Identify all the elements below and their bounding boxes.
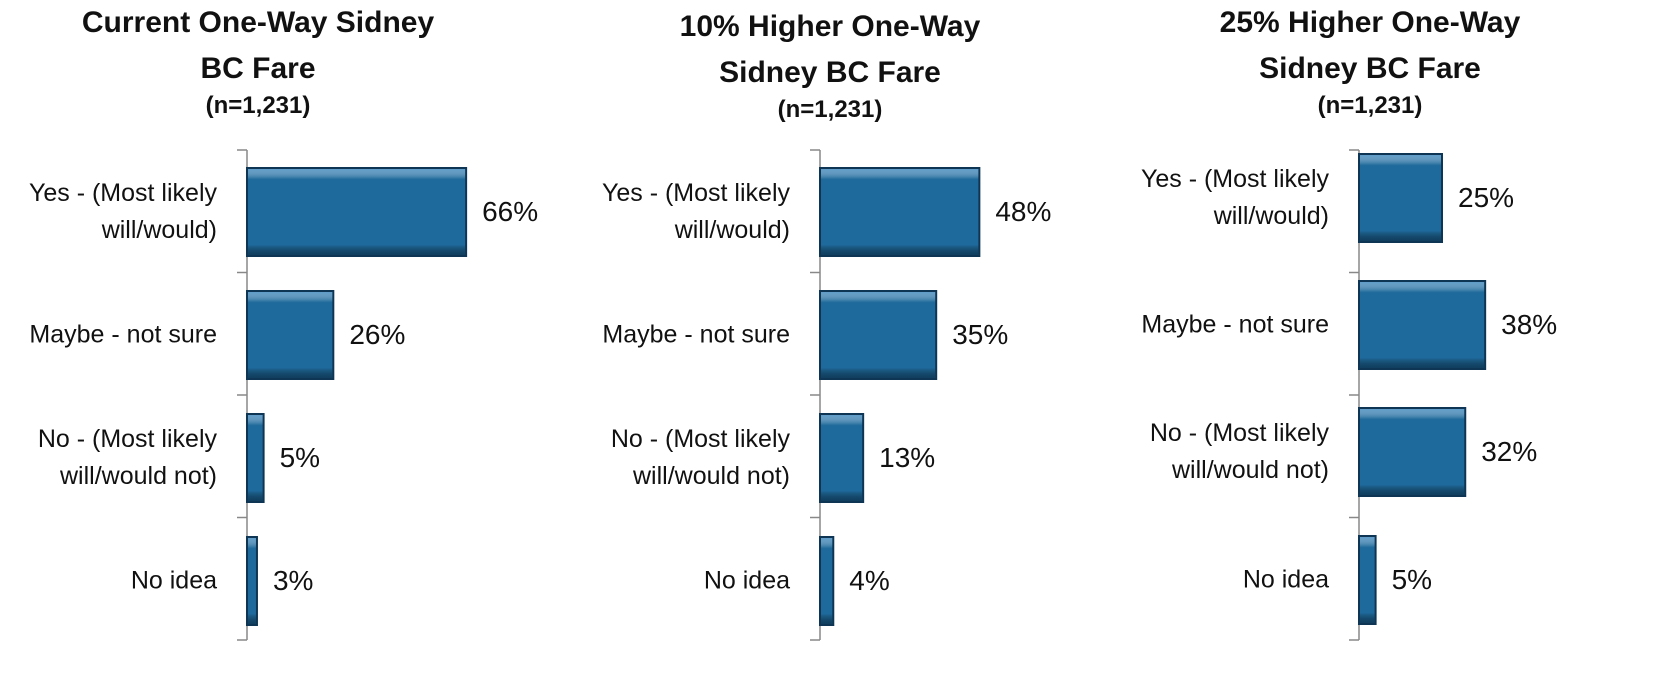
value-label: 32% [1481, 436, 1538, 467]
value-label: 4% [849, 565, 890, 596]
value-label: 3% [272, 565, 314, 596]
bar-bevel [1360, 155, 1441, 241]
value-label: 13% [879, 442, 936, 473]
category-label: Maybe - not sure [602, 320, 790, 349]
bar-bevel [821, 292, 936, 378]
category-label: No idea [130, 566, 217, 595]
bar-bevel [821, 415, 863, 501]
value-label: 5% [1391, 564, 1433, 595]
chart-subtitle: (n=1,231) [205, 92, 311, 119]
category-label: Yes - (Most likely will/would) [601, 179, 790, 244]
value-label: 48% [995, 196, 1052, 227]
value-label: 26% [349, 319, 406, 350]
chart-title: 10% Higher One-Way Sidney BC Fare [679, 10, 981, 89]
bar-bevel [248, 538, 256, 624]
bar-bevel [1360, 409, 1465, 495]
chart-title: Current One-Way Sidney BC Fare [81, 6, 435, 85]
value-label: 38% [1501, 309, 1558, 340]
category-label: No - (Most likely will/would not) [610, 425, 790, 490]
bar-bevel [1360, 537, 1375, 623]
category-label: No - (Most likely will/would not) [37, 425, 217, 490]
chart-subtitle: (n=1,231) [777, 96, 883, 123]
bar-bevel [821, 169, 979, 255]
category-label: Maybe - not sure [1141, 310, 1329, 339]
category-label: No idea [1242, 565, 1329, 594]
category-label: No - (Most likely will/would not) [1149, 419, 1329, 484]
category-label: Maybe - not sure [29, 320, 217, 349]
bar-bevel [248, 169, 466, 255]
category-label: No idea [703, 566, 790, 595]
bar-bevel [248, 415, 263, 501]
chart-subtitle: (n=1,231) [1317, 92, 1423, 119]
category-label: Yes - (Most likely will/would) [1140, 165, 1329, 230]
chart-title: 25% Higher One-Way Sidney BC Fare [1219, 6, 1521, 85]
value-label: 25% [1458, 182, 1515, 213]
bar-bevel [248, 292, 333, 378]
bar-bevel [1360, 282, 1485, 368]
value-label: 66% [482, 196, 539, 227]
value-label: 5% [279, 442, 321, 473]
bar-bevel [821, 538, 833, 624]
category-label: Yes - (Most likely will/would) [28, 179, 217, 244]
value-label: 35% [952, 319, 1009, 350]
